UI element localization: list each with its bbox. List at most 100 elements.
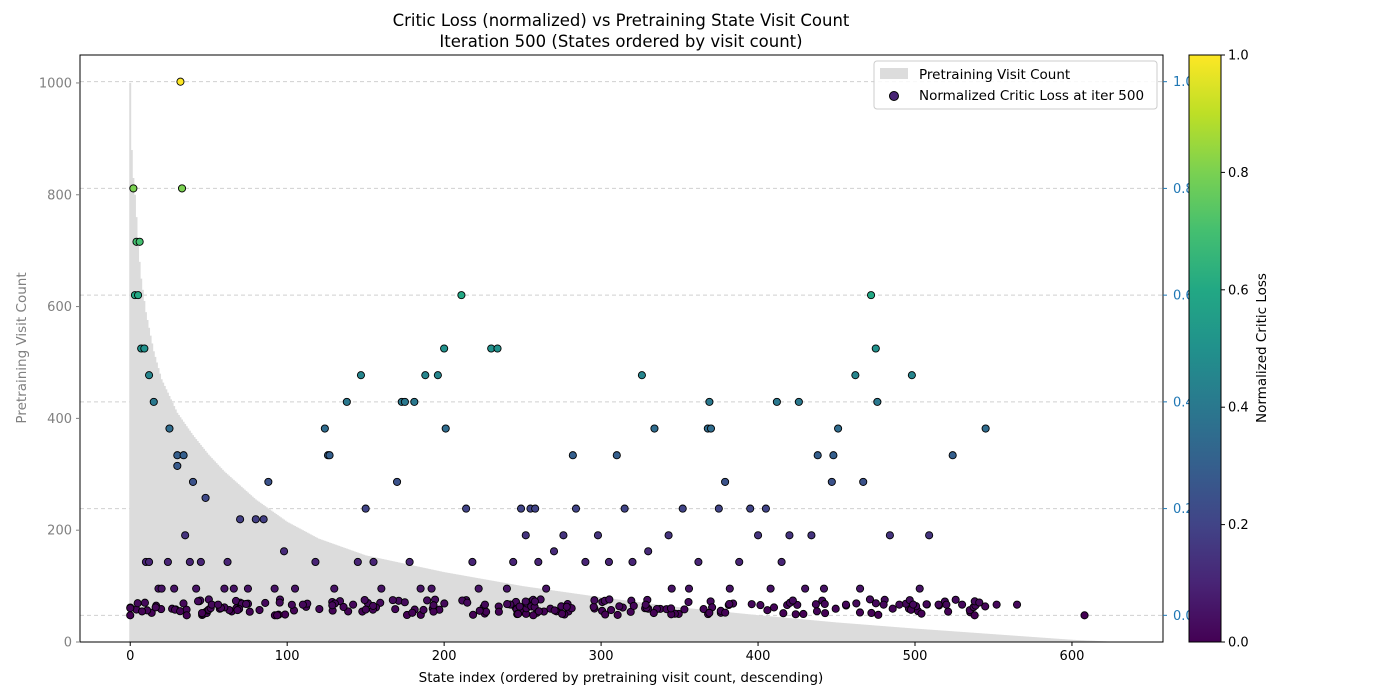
visit-bar [804,619,807,642]
visit-bar [849,623,852,642]
visit-bar [972,632,975,642]
visit-bar [505,583,508,642]
loss-point [281,610,290,619]
loss-point [590,596,599,605]
visit-bar [645,603,648,642]
visit-bar [300,529,303,642]
visit-bar [717,611,720,642]
visit-bar [1009,635,1012,642]
visit-bar [374,557,377,642]
visit-bar [352,550,355,642]
visit-bar [1080,640,1083,642]
visit-bar [1044,637,1047,642]
visit-bar [711,610,714,642]
visit-bar [1027,636,1030,642]
visit-bar [967,632,970,642]
visit-bar [370,556,373,642]
visit-bar [730,612,733,642]
visit-bar [348,549,351,642]
visit-bar [207,454,210,642]
visit-bar [311,535,314,642]
visit-bar [688,608,690,642]
visit-bar [502,582,505,642]
visit-bar [600,597,603,642]
visit-bar [698,609,701,642]
visit-bar [132,177,135,642]
visit-bar [309,534,312,642]
visit-bar [339,546,342,642]
visit-bar [968,632,971,642]
visit-bar [979,633,982,642]
visit-bar [929,629,932,642]
visit-bar [595,596,598,642]
loss-point [680,605,689,614]
visit-bar [292,525,295,642]
loss-point [521,597,530,606]
visit-bar [275,513,278,642]
visit-bar [571,593,574,642]
visit-bar [209,456,212,642]
loss-point [534,557,543,567]
visit-bar [504,583,507,642]
colorbar-tick-label: 0.6 [1228,283,1249,298]
visit-bar [193,437,196,642]
visit-bar [308,533,311,642]
loss-point [641,600,650,609]
loss-point [474,584,483,593]
visit-bar [794,618,797,642]
visit-bar [1074,639,1077,642]
visit-bar [509,583,512,642]
loss-point [678,504,687,513]
visit-bar [733,612,736,642]
loss-point [785,531,794,540]
visit-bar [964,632,967,642]
visit-bar [265,507,268,642]
visit-bar [888,626,891,642]
visit-bar [469,576,472,642]
visit-bar [713,610,716,642]
visit-bar [997,634,1000,642]
loss-point [462,504,471,513]
visit-bar [1034,637,1037,642]
visit-bar [581,594,584,642]
visit-bar [543,589,546,642]
loss-point [915,584,924,593]
visit-bar [155,362,158,642]
visit-bar [720,611,723,642]
visit-bar [942,630,945,642]
legend-label-critic-loss: Normalized Critic Loss at iter 500 [919,88,1144,104]
visit-bar [578,594,581,642]
visit-bar [731,612,734,642]
visit-bar [727,612,730,642]
visit-bar [932,629,935,642]
visit-bar [567,592,570,642]
visit-bar [253,498,256,642]
visit-bar [1066,639,1069,642]
visit-bar [410,565,413,642]
loss-point [754,531,763,540]
visit-bar [870,625,873,642]
visit-bar [507,583,510,642]
loss-point [361,504,370,513]
visit-bar [232,479,235,642]
loss-point [746,504,755,513]
visit-bar [885,626,888,642]
loss-point [353,557,362,567]
visit-bar [706,610,709,642]
loss-point [264,477,273,486]
visit-bar [471,577,474,642]
visit-bar [154,356,157,642]
visit-bar [267,508,270,642]
visit-bar [1025,636,1028,642]
visit-bar [201,446,204,642]
visit-bar [466,576,469,642]
visit-bar [146,319,149,642]
visit-bar [779,617,782,642]
visit-bar [1092,640,1095,642]
visit-bar [133,194,136,642]
visit-bar [217,464,220,642]
visit-bar [758,615,761,642]
visit-bar [367,556,370,642]
visit-bar [1061,639,1064,642]
visit-bar [1030,636,1033,642]
